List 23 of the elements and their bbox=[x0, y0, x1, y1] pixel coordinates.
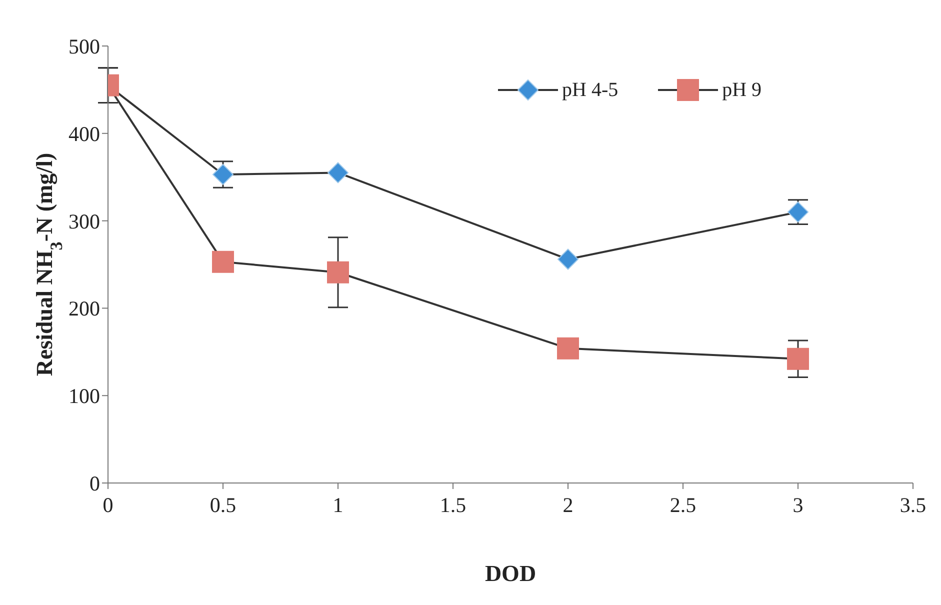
x-axis-title: DOD bbox=[484, 561, 536, 586]
point bbox=[212, 250, 234, 273]
x-tick-label: 2.5 bbox=[670, 492, 696, 517]
point bbox=[558, 248, 578, 270]
y-tick-label: 200 bbox=[68, 296, 100, 321]
x-tick-label: 2 bbox=[562, 492, 574, 517]
y-tick-label: 0 bbox=[90, 471, 100, 496]
y-tick-label: 100 bbox=[68, 384, 100, 408]
legend-label: pH 9 bbox=[722, 78, 762, 102]
y-tick-label: 300 bbox=[68, 209, 100, 234]
legend-label: pH 4-5 bbox=[562, 78, 618, 102]
x-tick-label: 3.5 bbox=[900, 492, 926, 517]
x-tick-label: 1.5 bbox=[440, 492, 466, 517]
y-tick-label: 400 bbox=[68, 122, 100, 146]
x-tick-label: 1 bbox=[332, 492, 344, 517]
x-tick-label: 3 bbox=[792, 492, 804, 517]
point bbox=[557, 337, 579, 360]
point bbox=[787, 348, 809, 370]
x-tick-label: 0.5 bbox=[210, 492, 236, 517]
point bbox=[327, 261, 349, 284]
point bbox=[328, 162, 348, 184]
y-tick-label: 500 bbox=[68, 34, 100, 58]
point bbox=[212, 164, 234, 185]
